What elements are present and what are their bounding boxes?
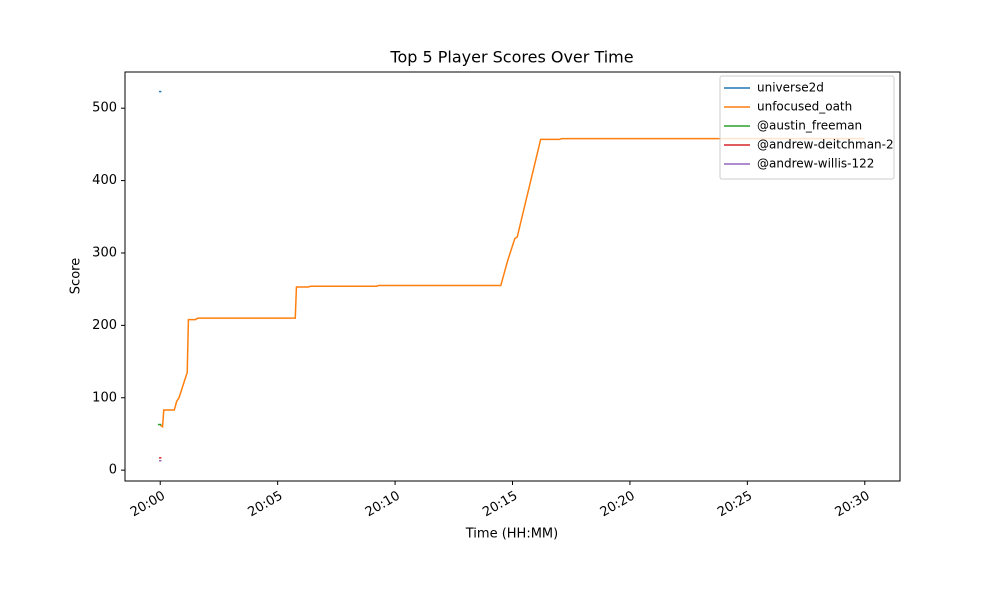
legend-label: @austin_freeman — [757, 119, 862, 133]
x-tick-label: 20:10 — [363, 489, 403, 521]
y-tick-label: 0 — [109, 463, 117, 478]
legend-label: universe2d — [757, 81, 824, 95]
plot-area — [157, 90, 865, 462]
legend-box — [719, 75, 895, 180]
x-tick-label: 20:15 — [480, 489, 520, 521]
legend-label: @andrew-deitchman-2 — [757, 138, 894, 152]
y-tick-label: 300 — [92, 245, 117, 260]
y-tick-label: 200 — [92, 318, 117, 333]
x-tick-label: 20:30 — [833, 489, 873, 521]
y-tick-label: 400 — [92, 173, 117, 188]
x-tick-label: 20:00 — [128, 489, 168, 521]
legend-label: unfocused_oath — [757, 100, 852, 114]
series-line — [159, 137, 865, 428]
x-tick-label: 20:25 — [715, 489, 755, 521]
legend-label: @andrew-willis-122 — [757, 157, 874, 171]
y-tick-label: 500 — [92, 101, 117, 116]
x-tick-label: 20:20 — [598, 489, 638, 521]
x-axis-label: Time (HH:MM) — [465, 527, 558, 542]
y-axis-label: Score — [69, 258, 84, 294]
y-tick-label: 100 — [92, 390, 117, 405]
x-tick-label: 20:05 — [245, 489, 285, 521]
chart-title: Top 5 Player Scores Over Time — [389, 48, 633, 67]
